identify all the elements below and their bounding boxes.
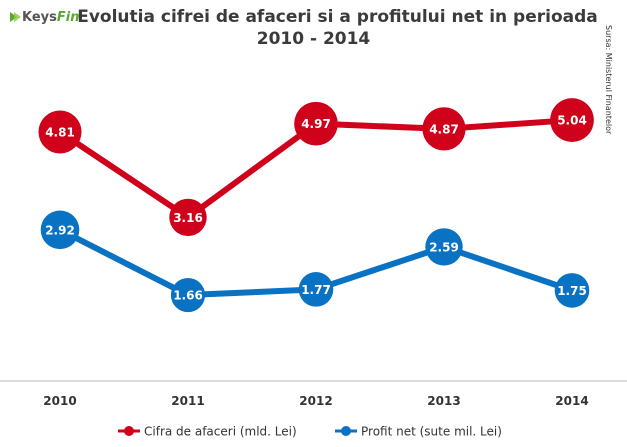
data-point-1-2010 (38, 110, 82, 154)
data-label-1-2011: 3.16 (173, 211, 203, 225)
data-point-1-2012 (294, 101, 338, 146)
data-point-2-2011 (170, 277, 206, 313)
data-label-2-2010: 2.92 (45, 223, 75, 237)
x-tick-label-2012: 2012 (299, 394, 332, 408)
legend-label-1: Cifra de afaceri (mld. Lei) (144, 425, 297, 439)
logo-text-keys: Keys (22, 9, 57, 25)
data-point-1-2011 (169, 198, 207, 237)
logo-chevron-icon (10, 12, 21, 22)
data-point-1-2014 (550, 98, 594, 142)
data-point-1-2013 (422, 107, 466, 151)
data-label-2-2014: 1.75 (557, 284, 587, 298)
x-tick-label-2013: 2013 (427, 394, 460, 408)
data-label-2-2013: 2.59 (429, 240, 459, 254)
data-point-2-2013 (425, 228, 463, 266)
data-label-2-2011: 1.66 (173, 289, 203, 303)
data-point-2-2014 (554, 273, 590, 308)
data-label-1-2012: 4.97 (301, 117, 331, 131)
chart-title-line-1: Evolutia cifrei de afaceri si a profitul… (77, 7, 598, 27)
data-point-2-2012 (298, 272, 334, 307)
legend-marker-1 (124, 426, 134, 436)
data-label-1-2013: 4.87 (429, 122, 459, 136)
data-point-2-2010 (40, 210, 80, 250)
x-tick-label-2010: 2010 (43, 394, 76, 408)
legend-marker-2 (341, 426, 351, 436)
data-label-1-2014: 5.04 (557, 114, 587, 128)
logo-text-fin: Fin (56, 9, 80, 25)
data-label-2-2012: 1.77 (301, 283, 331, 297)
chart-title-line-2: 2010 - 2014 (256, 29, 371, 49)
legend-label-2: Profit net (sute mil. Lei) (361, 425, 502, 439)
x-tick-label-2014: 2014 (555, 394, 588, 408)
data-label-1-2010: 4.81 (45, 125, 75, 139)
keysfin-logo: Keys Fin (8, 7, 79, 27)
x-tick-label-2011: 2011 (171, 394, 204, 408)
